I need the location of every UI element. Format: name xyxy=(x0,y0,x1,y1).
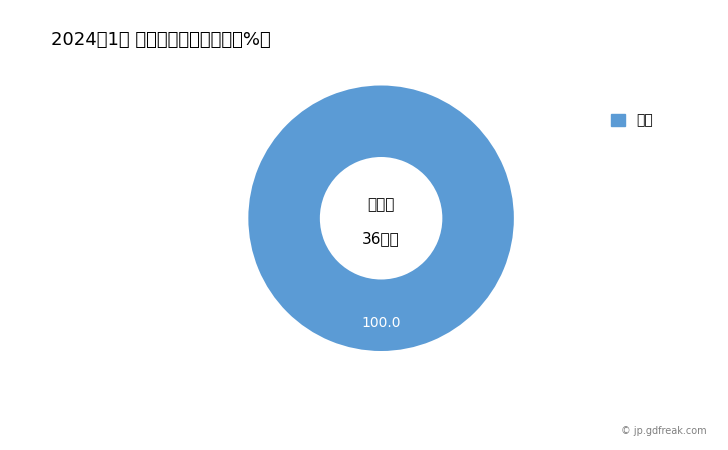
Text: 総　額: 総 額 xyxy=(368,198,395,212)
Legend: 中国: 中国 xyxy=(606,108,659,133)
Text: © jp.gdfreak.com: © jp.gdfreak.com xyxy=(620,427,706,436)
Text: 2024年1月 輸出相手国のシェア（%）: 2024年1月 輸出相手国のシェア（%） xyxy=(51,32,271,50)
Wedge shape xyxy=(248,85,515,352)
Text: 36万円: 36万円 xyxy=(363,231,400,246)
Text: 100.0: 100.0 xyxy=(361,315,401,329)
